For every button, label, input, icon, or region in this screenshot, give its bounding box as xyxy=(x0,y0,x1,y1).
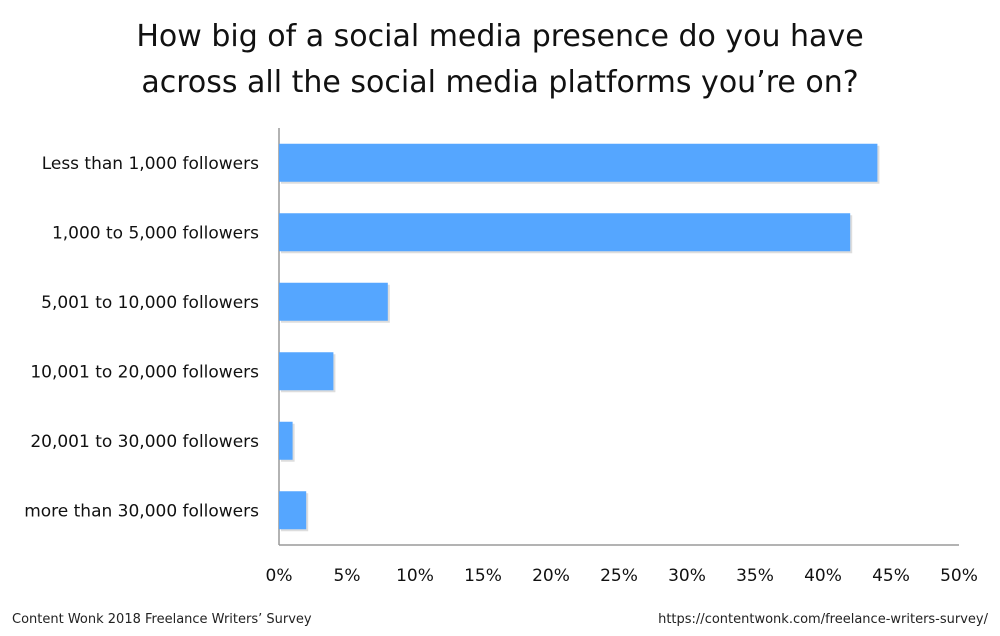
x-tick-label: 20% xyxy=(532,566,570,586)
x-tick-label: 5% xyxy=(334,566,361,586)
chart-title-line-1: How big of a social media presence do yo… xyxy=(136,19,864,54)
category-label: 1,000 to 5,000 followers xyxy=(52,223,259,243)
source-url: https://contentwonk.com/freelance-writer… xyxy=(658,612,988,627)
category-label: more than 30,000 followers xyxy=(24,501,259,521)
x-tick-label: 35% xyxy=(736,566,774,586)
bar xyxy=(279,421,293,460)
bar xyxy=(279,213,851,252)
bar xyxy=(279,282,388,321)
category-label: 10,001 to 20,000 followers xyxy=(30,362,259,382)
x-tick-label: 15% xyxy=(464,566,502,586)
x-tick-label: 30% xyxy=(668,566,706,586)
source-note: Content Wonk 2018 Freelance Writers’ Sur… xyxy=(12,612,312,627)
x-tick-label: 45% xyxy=(872,566,910,586)
bar xyxy=(279,352,334,391)
category-label: 5,001 to 10,000 followers xyxy=(41,293,259,313)
bar xyxy=(279,491,307,530)
x-tick-label: 0% xyxy=(266,566,293,586)
x-tick-label: 10% xyxy=(396,566,434,586)
category-label: Less than 1,000 followers xyxy=(42,154,259,174)
x-tick-label: 40% xyxy=(804,566,842,586)
chart-title: How big of a social media presence do yo… xyxy=(0,14,1000,106)
x-tick-label: 50% xyxy=(940,566,978,586)
x-tick-label: 25% xyxy=(600,566,638,586)
bar xyxy=(279,143,878,182)
chart-title-line-2: across all the social media platforms yo… xyxy=(141,65,859,100)
category-label: 20,001 to 30,000 followers xyxy=(30,432,259,452)
